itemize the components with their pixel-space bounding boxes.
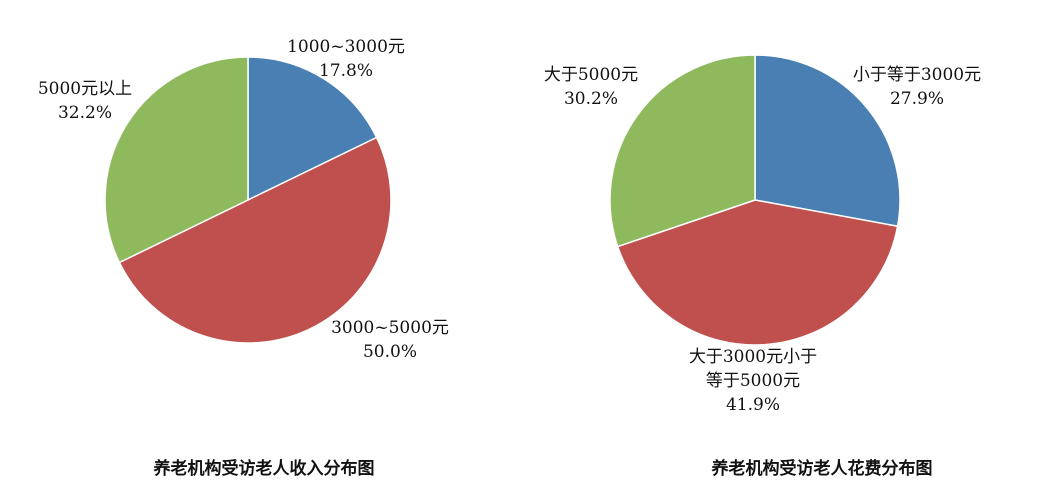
slice-value-label: 50.0% <box>363 342 417 362</box>
slice-3000-5000 <box>118 136 392 344</box>
slice-le-3000 <box>754 54 901 228</box>
slice-category-label: 5000元以上 <box>38 79 132 99</box>
slice-value-label: 17.8% <box>319 61 373 81</box>
slice-label: 3000~5000元 50.0% <box>331 318 449 362</box>
slice-category-label: 小于等于3000元 <box>853 65 981 85</box>
slice-category-label: 大于5000元 <box>544 65 638 85</box>
slice-category-label: 3000~5000元 <box>331 318 449 338</box>
slice-value-label: 30.2% <box>564 89 618 109</box>
slice-value-label: 32.2% <box>58 103 112 123</box>
expense-pie-panel: 小于等于3000元 27.9% 大于3000元小于 等于5000元 41.9% 大于500… <box>529 0 1059 500</box>
slice-gt-5000 <box>609 54 756 248</box>
chart-title: 养老机构受访老人收入分布图 <box>153 458 375 479</box>
slice-value-label: 41.9% <box>726 395 780 415</box>
slice-3000-5000 <box>616 199 899 346</box>
slice-category-label: 1000~3000元 <box>287 37 405 57</box>
slice-label: 大于5000元 30.2% <box>544 65 638 109</box>
slice-5000-plus <box>104 56 249 264</box>
slice-label: 小于等于3000元 27.9% <box>853 65 981 109</box>
slice-label: 5000元以上 32.2% <box>38 79 132 123</box>
income-pie-panel: 1000~3000元 17.8% 3000~5000元 50.0% 5000元以上 32.… <box>38 37 449 479</box>
slice-label: 1000~3000元 17.8% <box>287 37 405 81</box>
slice-1000-3000 <box>247 56 378 202</box>
chart-title: 养老机构受访老人花费分布图 <box>711 458 933 479</box>
slice-category-label: 大于3000元小于 <box>689 347 817 367</box>
income-pie-chart: 1000~3000元 17.8% 3000~5000元 50.0% 5000元以上 32.… <box>38 37 449 479</box>
slice-category-label: 等于5000元 <box>706 371 800 391</box>
slice-value-label: 27.9% <box>890 89 944 109</box>
